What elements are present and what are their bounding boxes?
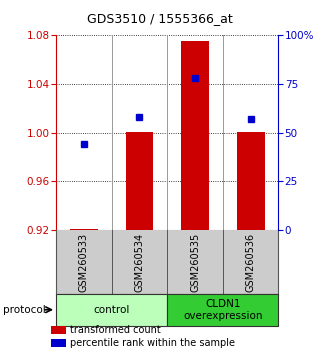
Text: percentile rank within the sample: percentile rank within the sample: [70, 338, 236, 348]
Bar: [237, 132, 265, 230]
Bar: [70, 229, 98, 230]
Text: GSM260535: GSM260535: [190, 232, 200, 292]
Text: transformed count: transformed count: [70, 325, 161, 335]
Text: GDS3510 / 1555366_at: GDS3510 / 1555366_at: [87, 12, 233, 25]
Bar: [167, 294, 278, 326]
Bar: [125, 132, 153, 230]
Bar: [181, 41, 209, 230]
Text: protocol: protocol: [3, 305, 46, 315]
Text: control: control: [93, 305, 130, 315]
Text: GSM260534: GSM260534: [134, 232, 144, 292]
Text: GSM260533: GSM260533: [79, 232, 89, 292]
Bar: [56, 294, 167, 326]
Text: CLDN1
overexpression: CLDN1 overexpression: [183, 299, 262, 321]
Text: GSM260536: GSM260536: [246, 232, 256, 292]
